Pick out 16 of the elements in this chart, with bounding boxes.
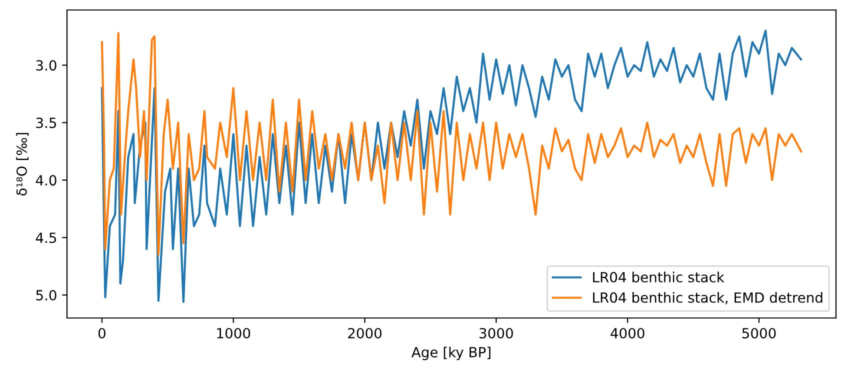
y-tick-label: 3.0 (36, 60, 56, 71)
y-tick-label: 5.0 (36, 290, 56, 300)
x-tick-label: 0 (98, 328, 106, 338)
x-tick-label: 3000 (480, 328, 513, 338)
x-tick-label: 2000 (348, 328, 382, 338)
y-axis-title: δ¹⁸O [‰] (16, 132, 29, 196)
x-axis-title: Age [ky BP] (412, 346, 490, 360)
y-tick-label: 3.5 (36, 118, 56, 128)
line-series (100, 32, 802, 256)
legend-label: LR04 benthic stack (593, 272, 724, 282)
x-tick-label: 5000 (742, 328, 776, 338)
y-tick-label: 4.0 (36, 175, 56, 186)
x-tick-label: 1000 (217, 328, 250, 338)
legend-label: LR04 benthic stack, EMD detrend (593, 292, 822, 304)
y-tick-label: 4.5 (36, 232, 56, 244)
x-tick-label: 4000 (610, 328, 644, 338)
